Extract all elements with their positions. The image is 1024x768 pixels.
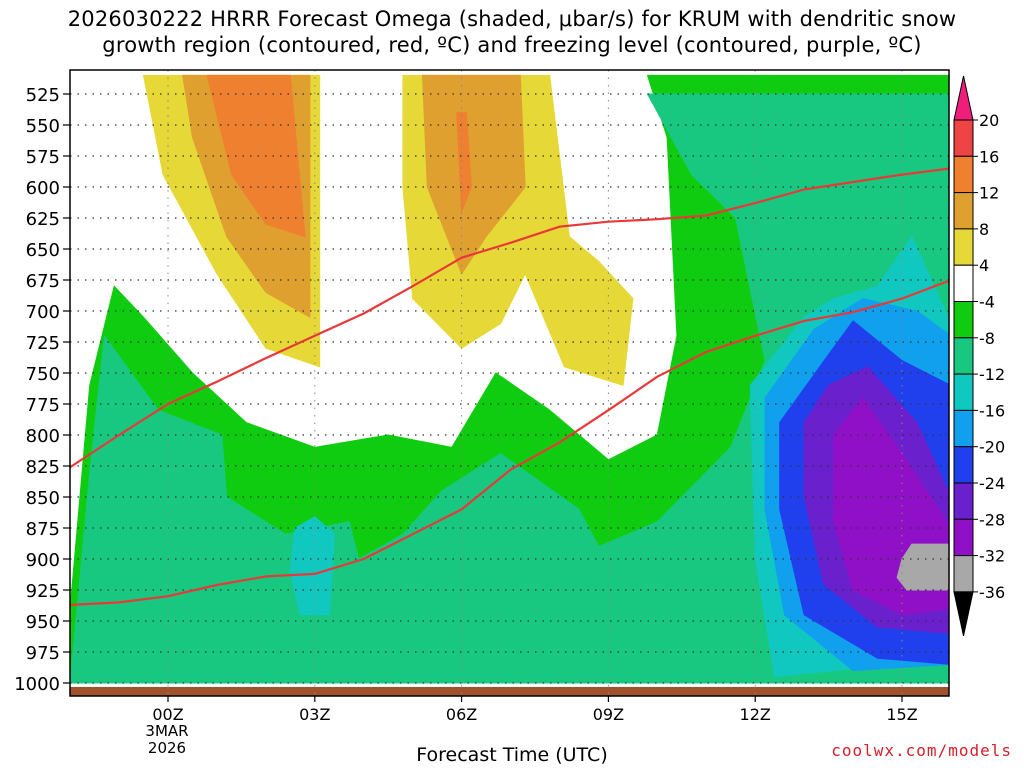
colorbar-label--4: -4 bbox=[979, 293, 995, 312]
colorbar-swatch-4to8 bbox=[953, 228, 974, 266]
x-axis-label: Forecast Time (UTC) bbox=[416, 744, 608, 766]
colorbar-label-4: 4 bbox=[979, 256, 989, 275]
chart-title-line2: growth region (contoured, red, ºC) and f… bbox=[102, 33, 922, 57]
shaded-regions bbox=[70, 74, 949, 684]
omega-region--16to-12-9 bbox=[289, 516, 335, 616]
colorbar-swatch-12to16 bbox=[953, 155, 974, 194]
y-axis: 525 550 575 600 625 650 675 700 725 750 775 800 825 8… bbox=[14, 85, 70, 695]
y-tick-label-700: 700 bbox=[26, 302, 60, 323]
x-tick-label-09Z: 09Z bbox=[593, 705, 624, 724]
omega-region-8to12-4 bbox=[422, 74, 526, 275]
y-tick-label-800: 800 bbox=[26, 426, 60, 447]
colorbar-label-16: 16 bbox=[979, 147, 999, 166]
colorbar-swatch--4to4 bbox=[953, 264, 974, 303]
y-tick-label-1000: 1000 bbox=[14, 674, 60, 695]
colorbar-label-8: 8 bbox=[979, 220, 989, 239]
plot-border bbox=[69, 69, 950, 697]
y-tick-label-600: 600 bbox=[26, 178, 60, 199]
dgz-contour-upper bbox=[70, 167, 949, 469]
y-tick-label-950: 950 bbox=[26, 612, 60, 633]
y-tick-label-525: 525 bbox=[26, 85, 60, 106]
y-tick-label-750: 750 bbox=[26, 364, 60, 385]
y-tick-label-850: 850 bbox=[26, 488, 60, 509]
colorbar-label-12: 12 bbox=[979, 184, 999, 203]
plot-frame bbox=[69, 69, 950, 697]
colorbar-label--28: -28 bbox=[979, 510, 1005, 529]
omega-region--36to-32-15 bbox=[896, 543, 949, 591]
omega-region-12to16-2 bbox=[206, 74, 306, 238]
colorbar-label--20: -20 bbox=[979, 438, 1005, 457]
y-tick-label-625: 625 bbox=[26, 209, 60, 230]
y-tick-label-550: 550 bbox=[26, 116, 60, 137]
colorbar-swatch--32to-28 bbox=[953, 518, 974, 557]
x-tick-label-12Z: 12Z bbox=[740, 705, 771, 724]
y-tick-label-725: 725 bbox=[26, 333, 60, 354]
colorbar-arrow-bottom bbox=[953, 591, 974, 637]
x-axis: 00Z 03Z 06Z 09Z 12Z 15Z bbox=[152, 696, 918, 724]
colorbar-label--16: -16 bbox=[979, 401, 1005, 420]
y-tick-label-825: 825 bbox=[26, 457, 60, 478]
colorbar-swatch-16to20 bbox=[953, 119, 974, 157]
colorbar-label--36: -36 bbox=[979, 583, 1005, 602]
colorbar-label-20: 20 bbox=[979, 111, 999, 130]
x-tick-label-00Z: 00Z bbox=[152, 705, 183, 724]
x-tick-label-06Z: 06Z bbox=[446, 705, 477, 724]
y-tick-label-575: 575 bbox=[26, 147, 60, 168]
surface-terrain-band bbox=[70, 687, 949, 696]
colorbar-label--32: -32 bbox=[979, 547, 1005, 566]
colorbar-label--12: -12 bbox=[979, 365, 1005, 384]
colorbar-label--24: -24 bbox=[979, 474, 1005, 493]
colorbar-swatch--24to-20 bbox=[953, 446, 974, 484]
x-date-label-day: 3MAR bbox=[145, 722, 189, 740]
colorbar: 20 16 12 8 4 -4 -8 -12 -16 -20 -24 -28 -32 -36 bbox=[953, 75, 1005, 637]
x-date-label-year: 2026 bbox=[147, 739, 187, 757]
y-tick-label-775: 775 bbox=[26, 395, 60, 416]
y-tick-label-875: 875 bbox=[26, 519, 60, 540]
y-tick-label-925: 925 bbox=[26, 581, 60, 602]
colorbar-swatch--16to-12 bbox=[953, 373, 974, 411]
credit-link[interactable]: coolwx.com/models bbox=[831, 741, 1012, 760]
colorbar-swatch--8to-4 bbox=[953, 301, 974, 339]
colorbar-swatch-8to12 bbox=[953, 192, 974, 230]
colorbar-arrow-top bbox=[953, 75, 974, 121]
colorbar-swatch--36to-32 bbox=[953, 555, 974, 593]
colorbar-swatch--12to-8 bbox=[953, 337, 974, 375]
y-tick-label-650: 650 bbox=[26, 240, 60, 261]
x-tick-label-15Z: 15Z bbox=[886, 705, 917, 724]
dgz-contour-lower bbox=[70, 279, 949, 606]
contour-lines bbox=[70, 167, 949, 606]
y-tick-label-975: 975 bbox=[26, 643, 60, 664]
colorbar-swatch--20to-16 bbox=[953, 409, 974, 448]
y-tick-label-900: 900 bbox=[26, 550, 60, 571]
chart-title: 2026030222 HRRR Forecast Omega (shaded, … bbox=[0, 6, 1024, 58]
x-tick-label-03Z: 03Z bbox=[299, 705, 330, 724]
omega-region--12to-8-8 bbox=[70, 93, 949, 684]
chart-title-line1: 2026030222 HRRR Forecast Omega (shaded, … bbox=[67, 7, 957, 31]
surface-band bbox=[70, 687, 949, 696]
colorbar-swatch--28to-24 bbox=[953, 482, 974, 520]
colorbar-label--8: -8 bbox=[979, 329, 995, 348]
y-tick-label-675: 675 bbox=[26, 271, 60, 292]
